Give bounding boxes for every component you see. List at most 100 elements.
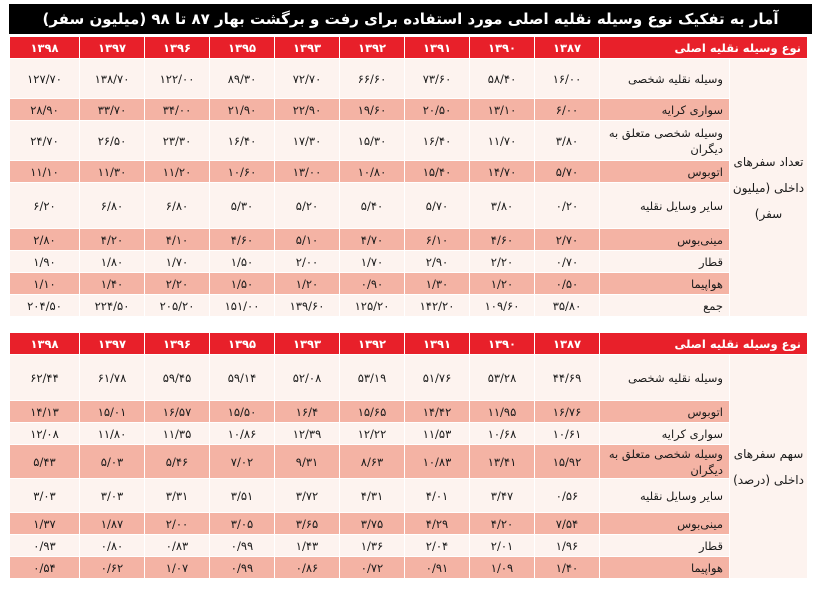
table-cell: ۰/۸۳ — [144, 534, 210, 557]
row-label: قطار — [599, 250, 730, 273]
table-row: مینی‌بوس ۲/۷۰ ۴/۶۰ ۶/۱۰ ۴/۷۰ ۵/۱۰ ۴/۶۰ ۴/۱۰ ۴/۲۰… — [9, 228, 808, 251]
table-cell: ۴۴/۶۹ — [534, 354, 600, 401]
year-header: ۱۳۹۱ — [404, 332, 470, 355]
table-cell: ۴/۶۰ — [209, 228, 275, 251]
table-cell: ۶/۲۰ — [9, 182, 80, 229]
table-cell: ۱/۷۰ — [339, 250, 405, 273]
table-cell: ۱۶/۵۷ — [144, 400, 210, 423]
table-cell: ۵/۲۰ — [274, 182, 340, 229]
row-label: وسیله شخصی متعلق به دیگران — [599, 120, 730, 161]
table-cell: ۱۲۷/۷۰ — [9, 58, 80, 99]
table-cell: ۲/۲۰ — [144, 272, 210, 295]
table-cell: ۶/۸۰ — [79, 182, 145, 229]
row-label: جمع — [599, 294, 730, 317]
table-cell: ۰/۹۹ — [209, 556, 275, 579]
year-header: ۱۳۹۲ — [339, 332, 405, 355]
table-title: آمار به تفکیک نوع وسیله نقلیه اصلی مورد … — [9, 4, 812, 34]
table-cell: ۳۳/۷۰ — [79, 98, 145, 121]
table-cell: ۳/۸۰ — [469, 182, 535, 229]
table-cell: ۱۶/۷۶ — [534, 400, 600, 423]
table-cell: ۱/۸۰ — [79, 250, 145, 273]
table-cell: ۱/۳۷ — [9, 512, 80, 535]
table-row: مینی‌بوس ۷/۵۴ ۴/۲۰ ۴/۲۹ ۳/۷۵ ۳/۶۵ ۳/۰۵ ۲/۰۰ ۱/۸۷… — [9, 512, 808, 535]
table-cell: ۵۹/۴۵ — [144, 354, 210, 401]
table-cell: ۱/۳۰ — [404, 272, 470, 295]
table-cell: ۴/۲۰ — [469, 512, 535, 535]
table-cell: ۱۵/۵۰ — [209, 400, 275, 423]
table-cell: ۰/۵۰ — [534, 272, 600, 295]
table-cell: ۱۳/۱۰ — [469, 98, 535, 121]
table-cell: ۰/۵۴ — [9, 556, 80, 579]
row-label: اتوبوس — [599, 400, 730, 423]
year-header: ۱۳۸۷ — [534, 332, 600, 355]
row-label: مینی‌بوس — [599, 228, 730, 251]
table-cell: ۳/۶۵ — [274, 512, 340, 535]
table-cell: ۱/۰۹ — [469, 556, 535, 579]
table-cell: ۱۵/۴۰ — [404, 160, 470, 183]
table-cell: ۰/۵۶ — [534, 478, 600, 513]
table-cell: ۱۱/۱۰ — [9, 160, 80, 183]
table-cell: ۱۳/۴۱ — [469, 444, 535, 479]
table-cell: ۱۱/۳۰ — [79, 160, 145, 183]
year-header: ۱۳۹۶ — [144, 36, 210, 59]
header-row: نوع وسیله نقلیه اصلی ۱۳۸۷ ۱۳۹۰ ۱۳۹۱ ۱۳۹۲ ۱۳۹۳… — [9, 332, 808, 355]
table-cell: ۸/۶۳ — [339, 444, 405, 479]
table-cell: ۵۱/۷۶ — [404, 354, 470, 401]
table-cell: ۲/۷۰ — [534, 228, 600, 251]
vehicle-type-header: نوع وسیله نقلیه اصلی — [599, 36, 808, 59]
table-cell: ۱۱/۲۰ — [144, 160, 210, 183]
table-cell: ۱۰۹/۶۰ — [469, 294, 535, 317]
table-cell: ۱/۳۶ — [339, 534, 405, 557]
table-row: اتوبوس ۵/۷۰ ۱۴/۷۰ ۱۵/۴۰ ۱۰/۸۰ ۱۳/۰۰ ۱۰/۶۰ ۱۱/۲۰… — [9, 160, 808, 183]
table-cell: ۱۳۸/۷۰ — [79, 58, 145, 99]
vehicle-type-header: نوع وسیله نقلیه اصلی — [599, 332, 808, 355]
table-cell: ۰/۸۶ — [274, 556, 340, 579]
table-row: سهم سفرهای داخلی (درصد) وسیله نقلیه شخصی ۴… — [9, 354, 808, 579]
table-cell: ۵/۴۰ — [339, 182, 405, 229]
table-row: وسیله شخصی متعلق به دیگران ۳/۸۰ ۱۱/۷۰ ۱۶/۴۰… — [9, 120, 808, 161]
table-cell: ۱۶/۴ — [274, 400, 340, 423]
table-cell: ۱۵۱/۰۰ — [209, 294, 275, 317]
table-cell: ۷/۵۴ — [534, 512, 600, 535]
year-header: ۱۳۹۷ — [79, 36, 145, 59]
table-cell: ۲۰۵/۲۰ — [144, 294, 210, 317]
table-row: جمع ۳۵/۸۰ ۱۰۹/۶۰ ۱۴۲/۲۰ ۱۲۵/۲۰ ۱۳۹/۶۰ ۱۵۱/۰۰ ۲۰… — [9, 294, 808, 317]
table-cell: ۱/۷۰ — [144, 250, 210, 273]
table-cell: ۶/۰۰ — [534, 98, 600, 121]
table-cell: ۰/۹۰ — [339, 272, 405, 295]
table-cell: ۱۱/۵۳ — [404, 422, 470, 445]
table-cell: ۴/۳۱ — [339, 478, 405, 513]
table-cell: ۶۲/۴۴ — [9, 354, 80, 401]
row-label: قطار — [599, 534, 730, 557]
table-row: قطار ۱/۹۶ ۲/۰۱ ۲/۰۴ ۱/۳۶ ۱/۴۳ ۰/۹۹ ۰/۸۳ ۰/۸۰ ۰/۹۳ — [9, 534, 808, 557]
table-cell: ۷/۰۲ — [209, 444, 275, 479]
year-header: ۱۳۸۷ — [534, 36, 600, 59]
table-cell: ۱۲۵/۲۰ — [339, 294, 405, 317]
table-cell: ۵۳/۲۸ — [469, 354, 535, 401]
table-cell: ۳/۷۲ — [274, 478, 340, 513]
table-cell: ۵۲/۰۸ — [274, 354, 340, 401]
year-header: ۱۳۹۰ — [469, 36, 535, 59]
row-label: وسیله نقلیه شخصی — [599, 58, 730, 99]
table-cell: ۰/۷۲ — [339, 556, 405, 579]
table-cell: ۱۰/۶۱ — [534, 422, 600, 445]
table-cell: ۶/۸۰ — [144, 182, 210, 229]
table-cell: ۵۹/۱۴ — [209, 354, 275, 401]
table-cell: ۴/۰۱ — [404, 478, 470, 513]
row-label: هواپیما — [599, 272, 730, 295]
row-label: وسیله شخصی متعلق به دیگران — [599, 444, 730, 479]
row-label: سواری کرایه — [599, 422, 730, 445]
table-cell: ۴/۲۰ — [79, 228, 145, 251]
table-cell: ۱۶/۴۰ — [404, 120, 470, 161]
table-cell: ۲/۹۰ — [404, 250, 470, 273]
table-cell: ۱/۹۶ — [534, 534, 600, 557]
table-cell: ۶۱/۷۸ — [79, 354, 145, 401]
row-label: وسیله نقلیه شخصی — [599, 354, 730, 401]
table-cell: ۲۸/۹۰ — [9, 98, 80, 121]
table-row: سواری کرایه ۶/۰۰ ۱۳/۱۰ ۲۰/۵۰ ۱۹/۶۰ ۲۲/۹۰ ۲۱/۹۰… — [9, 98, 808, 121]
table-cell: ۱۳/۰۰ — [274, 160, 340, 183]
table-row: قطار ۰/۷۰ ۲/۲۰ ۲/۹۰ ۱/۷۰ ۲/۰۰ ۱/۵۰ ۱/۷۰ ۱/۸۰ ۱/۹۰ — [9, 250, 808, 273]
table-cell: ۵/۷۰ — [534, 160, 600, 183]
table-cell: ۲/۰۰ — [144, 512, 210, 535]
table-cell: ۳/۵۱ — [209, 478, 275, 513]
